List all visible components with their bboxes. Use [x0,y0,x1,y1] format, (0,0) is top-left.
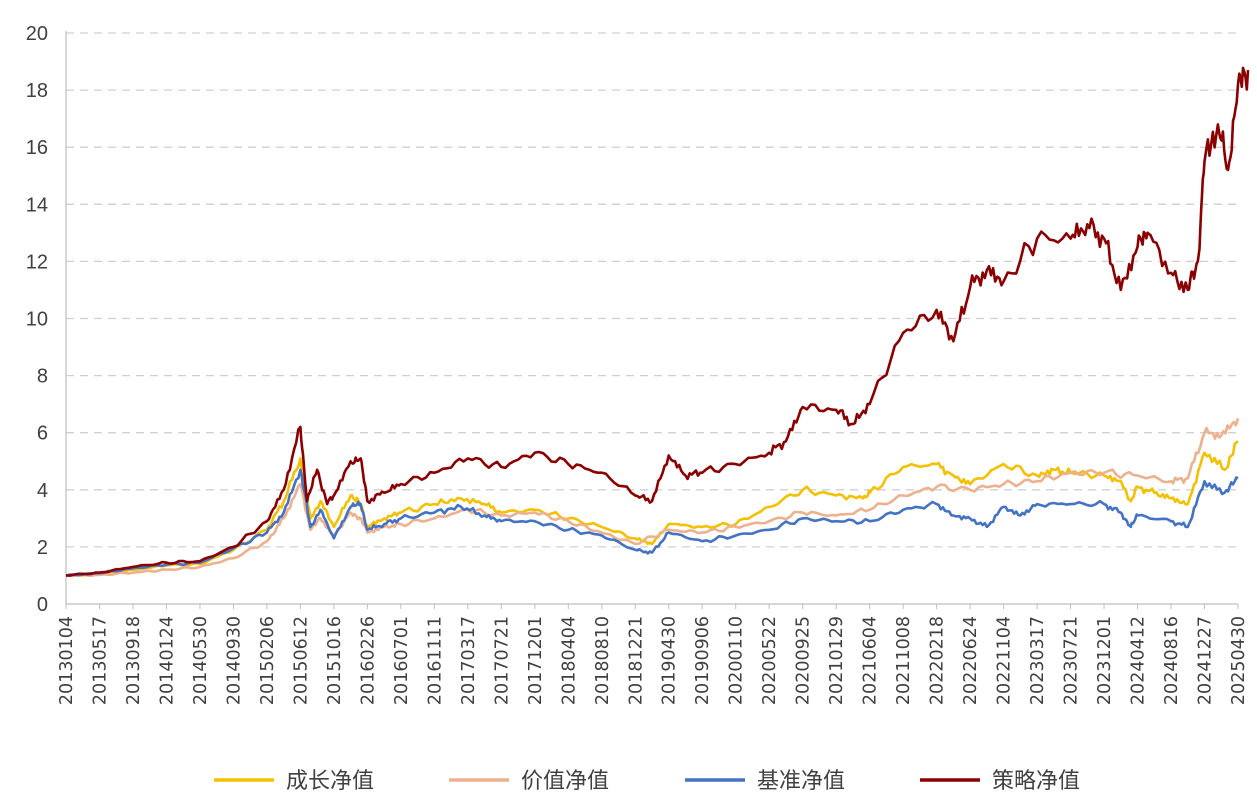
x-tick-label: 20210129 [827,616,847,705]
x-tick-label: 20220624 [961,616,981,705]
x-tick-label: 20151016 [325,616,345,705]
y-tick-label: 0 [37,594,48,616]
x-tick-label: 20200110 [727,616,747,705]
y-tick-label: 8 [37,366,48,388]
x-tick-label: 20160701 [392,616,412,705]
x-tick-label: 20130517 [90,616,110,705]
axes [65,31,1239,609]
y-tick-label: 12 [26,251,48,273]
x-tick-label: 20171201 [526,616,546,705]
y-tick-label: 18 [26,80,48,102]
x-tick-label: 20150206 [258,616,278,705]
x-tick-label: 20230721 [1062,616,1082,705]
x-tick-label: 20190430 [660,616,680,705]
series-line-3 [65,66,1250,577]
x-tick-label: 20250430 [1229,616,1249,705]
series-lines [65,66,1250,578]
x-tick-label: 20181221 [626,616,646,705]
x-tick-label: 20240412 [1129,616,1149,705]
x-tick-label: 20160226 [358,616,378,705]
x-tick-label: 20220218 [928,616,948,705]
x-tick-label: 20230317 [1028,616,1048,705]
y-tick-labels: 0 2 4 6 8 10 12 14 16 18 20 [26,23,48,616]
x-tick-label: 20190906 [693,616,713,705]
series-line-2 [65,468,1239,577]
x-tick-label: 20210604 [861,616,881,705]
x-tick-label: 20211008 [894,616,914,705]
x-tick-label: 20140930 [224,616,244,705]
y-tick-label: 2 [37,537,48,559]
y-tick-label: 16 [26,137,48,159]
x-tick-label: 20200925 [794,616,814,705]
legend-label: 基准净值 [757,769,845,794]
legend: 成长净值 价值净值 基准净值 策略净值 [214,769,1080,794]
x-tick-label: 20170721 [492,616,512,705]
legend-label: 价值净值 [521,769,609,794]
x-tick-label: 20240816 [1162,616,1182,705]
y-tick-label: 10 [26,309,48,331]
x-tick-label: 20170317 [459,616,479,705]
series-line-1 [65,418,1240,578]
x-tick-label: 20180810 [593,616,613,705]
x-tick-label: 20161111 [425,616,445,705]
x-tick-label: 20180404 [559,616,579,705]
x-tick-label: 20231201 [1095,616,1115,705]
x-tick-label: 20130104 [57,616,77,705]
y-tick-label: 20 [26,23,48,45]
y-tick-label: 14 [26,194,48,216]
x-tick-label: 20140530 [191,616,211,705]
y-tick-label: 4 [37,480,48,502]
x-tick-label: 20200522 [760,616,780,705]
gridlines [66,32,1238,548]
x-tick-label: 20130918 [124,616,144,705]
legend-label: 策略净值 [992,769,1080,794]
legend-label: 成长净值 [286,769,374,794]
x-tick-label: 20241227 [1196,616,1216,705]
x-tick-label: 20140124 [157,616,177,705]
x-tick-label: 20150612 [291,616,311,705]
y-tick-label: 6 [37,423,48,445]
x-tick-label: 20221104 [995,616,1015,705]
x-tick-labels: 20130104 20130517 20130918 20140124 20140530… [57,616,1249,705]
